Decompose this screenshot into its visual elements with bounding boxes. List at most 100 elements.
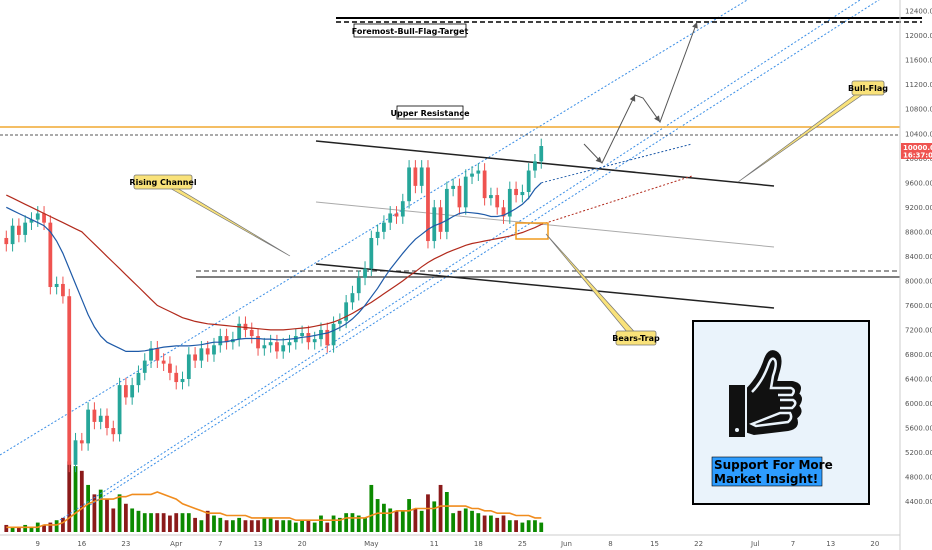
- y-tick-label: 10400.00: [905, 130, 932, 138]
- volume-bar: [470, 510, 474, 532]
- candle-body: [180, 378, 185, 383]
- volume-bar: [281, 520, 286, 532]
- y-tick-label: 7600.00: [905, 302, 932, 310]
- volume-bar: [495, 517, 500, 532]
- volume-bar: [369, 484, 374, 532]
- x-tick-label: 7: [791, 540, 795, 548]
- candle-body: [344, 302, 349, 321]
- volume-bar: [363, 517, 367, 532]
- channel-layer: [0, 0, 922, 521]
- volume-bar: [476, 513, 481, 532]
- target-label: Foremost-Bull-Flag-Target: [352, 23, 468, 38]
- price-tag-value: 10000.00: [903, 144, 932, 152]
- bull-flag-callout-text: Bull-Flag: [848, 84, 888, 93]
- candle-body: [533, 161, 537, 171]
- price-tag-box: [901, 143, 932, 159]
- volume-bar: [79, 470, 84, 532]
- volume-bar: [86, 484, 90, 532]
- volume-bar: [142, 513, 147, 532]
- candle-body: [16, 225, 21, 235]
- candle-body: [520, 191, 525, 196]
- y-tick-label: 7200.00: [905, 326, 932, 334]
- y-tick-label: 12400.00: [905, 8, 932, 16]
- volume-bar: [218, 517, 223, 532]
- candle-body: [218, 336, 223, 346]
- candle-body: [61, 283, 65, 297]
- volume-bar: [186, 513, 191, 532]
- price-tag-timer: 16:37:05: [903, 152, 932, 160]
- volume-bar: [149, 513, 153, 532]
- candle-body: [325, 329, 330, 346]
- volume-layer: [4, 461, 544, 532]
- candle-body: [168, 363, 172, 373]
- candle-body: [155, 348, 160, 361]
- candle-body: [212, 345, 216, 355]
- y-tick-label: 11200.00: [905, 81, 932, 89]
- candle-body: [331, 323, 336, 346]
- volume-bar: [432, 501, 437, 532]
- candle-body: [394, 213, 399, 217]
- volume-bar: [67, 461, 72, 532]
- volume-bar: [105, 499, 109, 532]
- candle-body: [470, 173, 474, 177]
- volume-bar: [300, 520, 304, 532]
- x-tick-label: 7: [218, 540, 222, 548]
- candle-body: [356, 277, 361, 294]
- volume-bar: [230, 520, 235, 532]
- volume-bar: [489, 515, 493, 532]
- candle-body: [287, 342, 292, 346]
- rising-channel-callout-box: [133, 174, 193, 190]
- volume-bar: [520, 522, 525, 532]
- y-tick-label: 6000.00: [905, 400, 932, 408]
- candle-body: [243, 323, 248, 330]
- y-tick-label: 9600.00: [905, 179, 932, 187]
- volume-bar: [382, 503, 386, 532]
- flag-upper-line: [315, 140, 775, 187]
- volume-bar: [237, 517, 242, 532]
- y-tick-label: 11600.00: [905, 57, 932, 65]
- candle-body: [111, 428, 116, 435]
- volume-bar: [205, 510, 210, 532]
- candle-body: [130, 385, 135, 398]
- note-text-line1: Support For More: [714, 458, 833, 472]
- x-tick-label: 23: [121, 540, 130, 548]
- x-tick-label: 20: [298, 540, 307, 548]
- bull-flag-callout: Bull-Flag: [737, 80, 888, 183]
- candle-body: [507, 188, 512, 217]
- candle-body: [501, 207, 506, 217]
- x-tick-label: 11: [430, 540, 439, 548]
- volume-bar: [168, 515, 172, 532]
- candle-body: [526, 170, 531, 192]
- x-tick-label: Apr: [170, 540, 182, 548]
- ma-red-projection: [541, 175, 693, 225]
- resistance-label-box: [396, 105, 464, 120]
- volume-bar: [130, 508, 135, 532]
- volume-bar: [438, 484, 443, 532]
- current-price-tag: 10000.0016:37:05: [901, 143, 932, 160]
- volume-bar: [375, 499, 380, 532]
- x-tick-label: 20: [870, 540, 879, 548]
- drawing-layer: Foremost-Bull-Flag-Target Upper Resistanc…: [129, 21, 888, 346]
- volume-bar: [407, 499, 411, 532]
- candle-body: [123, 385, 128, 398]
- volume-bar: [243, 520, 248, 532]
- candle-body: [337, 320, 342, 324]
- volume-bar: [10, 527, 15, 532]
- candle-body: [281, 345, 286, 352]
- candle-body: [92, 409, 97, 422]
- volume-bar: [388, 508, 393, 532]
- candle-body: [262, 345, 267, 349]
- candle-body: [419, 167, 424, 186]
- candle-body: [174, 372, 179, 383]
- volume-bar: [287, 520, 292, 532]
- candle-body: [489, 195, 493, 199]
- candle-body: [79, 440, 84, 444]
- x-tick-label: 13: [826, 540, 835, 548]
- volume-bar: [419, 510, 424, 532]
- x-tick-label: 15: [650, 540, 659, 548]
- candle-body: [48, 222, 53, 288]
- candle-body: [363, 268, 367, 278]
- x-tick-label: 13: [254, 540, 263, 548]
